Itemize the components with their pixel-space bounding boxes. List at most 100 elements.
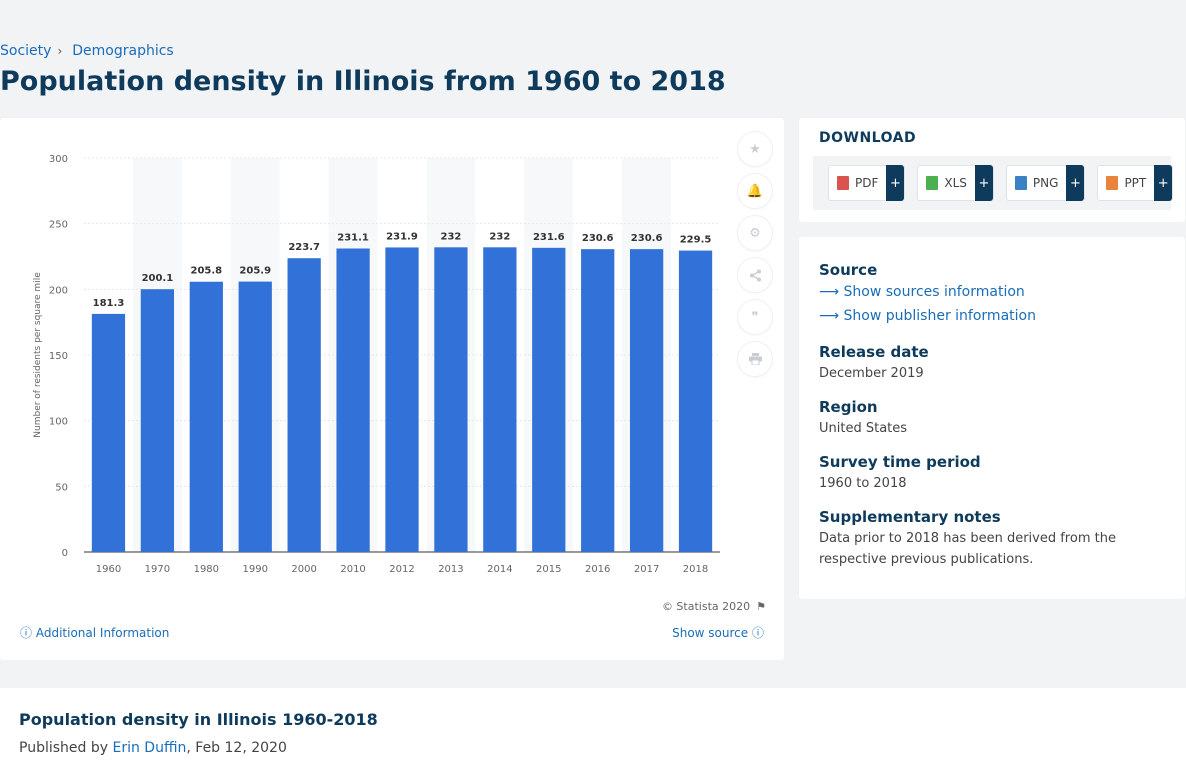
survey-period-heading: Survey time period	[819, 453, 981, 471]
download-xls-label: XLS	[944, 176, 967, 190]
data-label: 231.1	[337, 232, 369, 243]
x-tick-label: 2017	[634, 564, 659, 575]
bar	[581, 249, 615, 553]
data-label: 230.6	[582, 233, 614, 244]
bar	[629, 249, 664, 553]
author-link[interactable]: Erin Duffin	[112, 740, 187, 756]
y-tick-label: 0	[62, 548, 68, 559]
plus-icon: +	[1066, 165, 1085, 201]
y-tick-label: 250	[49, 220, 68, 231]
png-icon	[1014, 176, 1027, 190]
gear-icon[interactable]: ⚙	[738, 216, 772, 250]
download-pdf-button[interactable]: PDF +	[828, 165, 906, 201]
download-card: DOWNLOAD PDF + XLS + PNG + PPT +	[799, 118, 1185, 222]
flag-icon[interactable]: ⚑	[756, 600, 766, 613]
breadcrumb-separator: ›	[57, 44, 63, 58]
chart-toolbar: ★ 🔔 ⚙ ❞	[738, 132, 772, 384]
survey-period-value: 1960 to 2018	[819, 476, 907, 491]
notes-heading: Supplementary notes	[819, 508, 1001, 526]
x-tick-label: 2010	[340, 564, 365, 575]
bar	[532, 247, 566, 552]
print-icon[interactable]	[738, 342, 772, 376]
release-date-heading: Release date	[819, 343, 929, 361]
download-ppt-label: PPT	[1124, 176, 1147, 190]
x-tick-label: 1980	[194, 564, 219, 575]
y-tick-label: 200	[49, 285, 68, 296]
bar	[483, 247, 517, 552]
additional-info-link[interactable]: ⓘ Additional Information	[20, 624, 169, 641]
bar	[91, 313, 126, 552]
show-source-link[interactable]: Show source ⓘ	[672, 624, 764, 641]
data-label: 200.1	[142, 273, 174, 284]
x-tick-label: 1970	[145, 564, 170, 575]
data-label: 229.5	[680, 235, 712, 246]
region-value: United States	[819, 421, 908, 436]
bar	[434, 247, 468, 552]
published-date: , Feb 12, 2020	[186, 740, 287, 756]
data-label: 232	[489, 231, 510, 242]
arrow-right-icon: ⟶	[819, 308, 840, 324]
release-date-value: December 2019	[819, 366, 924, 381]
download-png-label: PNG	[1032, 176, 1059, 190]
data-label: 231.9	[386, 231, 418, 242]
additional-info-label: Additional Information	[35, 626, 170, 640]
show-source-label: Show source	[672, 626, 749, 640]
share-icon[interactable]	[738, 258, 772, 292]
info-icon: ⓘ	[751, 626, 764, 640]
bar-chart: 0 50 100 150 200 250 300 Number of residents pe…	[33, 154, 720, 575]
x-tick-label: 2000	[291, 564, 316, 575]
pdf-icon	[837, 176, 849, 190]
plus-icon: +	[886, 165, 905, 201]
quote-icon[interactable]: ❞	[738, 300, 772, 334]
bell-icon[interactable]: 🔔	[738, 174, 772, 208]
data-label: 232	[440, 231, 461, 242]
data-label: 230.6	[631, 233, 663, 244]
bar	[140, 289, 175, 552]
x-tick-label: 2016	[585, 564, 610, 575]
bar	[189, 281, 223, 552]
download-xls-button[interactable]: XLS +	[917, 165, 994, 201]
show-publisher-link[interactable]: ⟶ Show publisher information	[819, 308, 1036, 324]
download-pdf-label: PDF	[855, 176, 879, 190]
download-ppt-button[interactable]: PPT +	[1097, 165, 1174, 201]
data-label: 181.3	[93, 298, 125, 309]
published-by: Published by Erin Duffin, Feb 12, 2020	[19, 740, 287, 756]
bar	[678, 250, 713, 552]
breadcrumb-demographics[interactable]: Demographics	[72, 43, 174, 59]
x-tick-label: 2014	[487, 564, 512, 575]
download-buttons: PDF + XLS + PNG + PPT +	[813, 156, 1174, 210]
show-publisher-label: Show publisher information	[843, 308, 1036, 324]
breadcrumb: Society › Demographics	[0, 43, 174, 59]
star-icon[interactable]: ★	[738, 132, 772, 166]
info-icon: ⓘ	[20, 626, 33, 640]
statistic-details: Source ⟶ Show sources information ⟶ Show…	[799, 237, 1185, 599]
chart-card: 0 50 100 150 200 250 300 Number of residents pe…	[0, 118, 784, 660]
x-tick-label: 2012	[389, 564, 414, 575]
data-label: 205.9	[239, 266, 271, 277]
x-tick-label: 2015	[536, 564, 561, 575]
show-sources-link[interactable]: ⟶ Show sources information	[819, 284, 1025, 300]
plus-icon: +	[974, 165, 993, 201]
bar	[385, 247, 419, 553]
summary-title: Population density in Illinois 1960-2018	[19, 710, 378, 729]
statistic-summary: Population density in Illinois 1960-2018…	[0, 688, 1186, 760]
arrow-right-icon: ⟶	[819, 284, 840, 300]
show-sources-label: Show sources information	[843, 284, 1025, 300]
y-tick-label: 100	[49, 417, 68, 428]
y-axis-label: Number of residents per square mile	[33, 272, 43, 438]
download-title: DOWNLOAD	[819, 130, 917, 146]
bar	[287, 258, 321, 552]
page-header: Society › Demographics Population densit…	[0, 0, 1186, 110]
x-tick-label: 2018	[683, 564, 708, 575]
x-tick-label: 1990	[243, 564, 268, 575]
page-title: Population density in Illinois from 1960…	[0, 66, 726, 97]
copyright: © Statista 2020 ⚑	[662, 600, 766, 613]
copyright-text: © Statista 2020	[661, 600, 751, 613]
data-label: 205.8	[190, 266, 222, 277]
notes-value: Data prior to 2018 has been derived from…	[819, 531, 1116, 567]
plus-icon: +	[1154, 165, 1173, 201]
breadcrumb-society[interactable]: Society	[0, 43, 52, 59]
xls-icon	[926, 176, 939, 190]
download-png-button[interactable]: PNG +	[1005, 165, 1086, 201]
y-tick-label: 300	[49, 154, 68, 165]
